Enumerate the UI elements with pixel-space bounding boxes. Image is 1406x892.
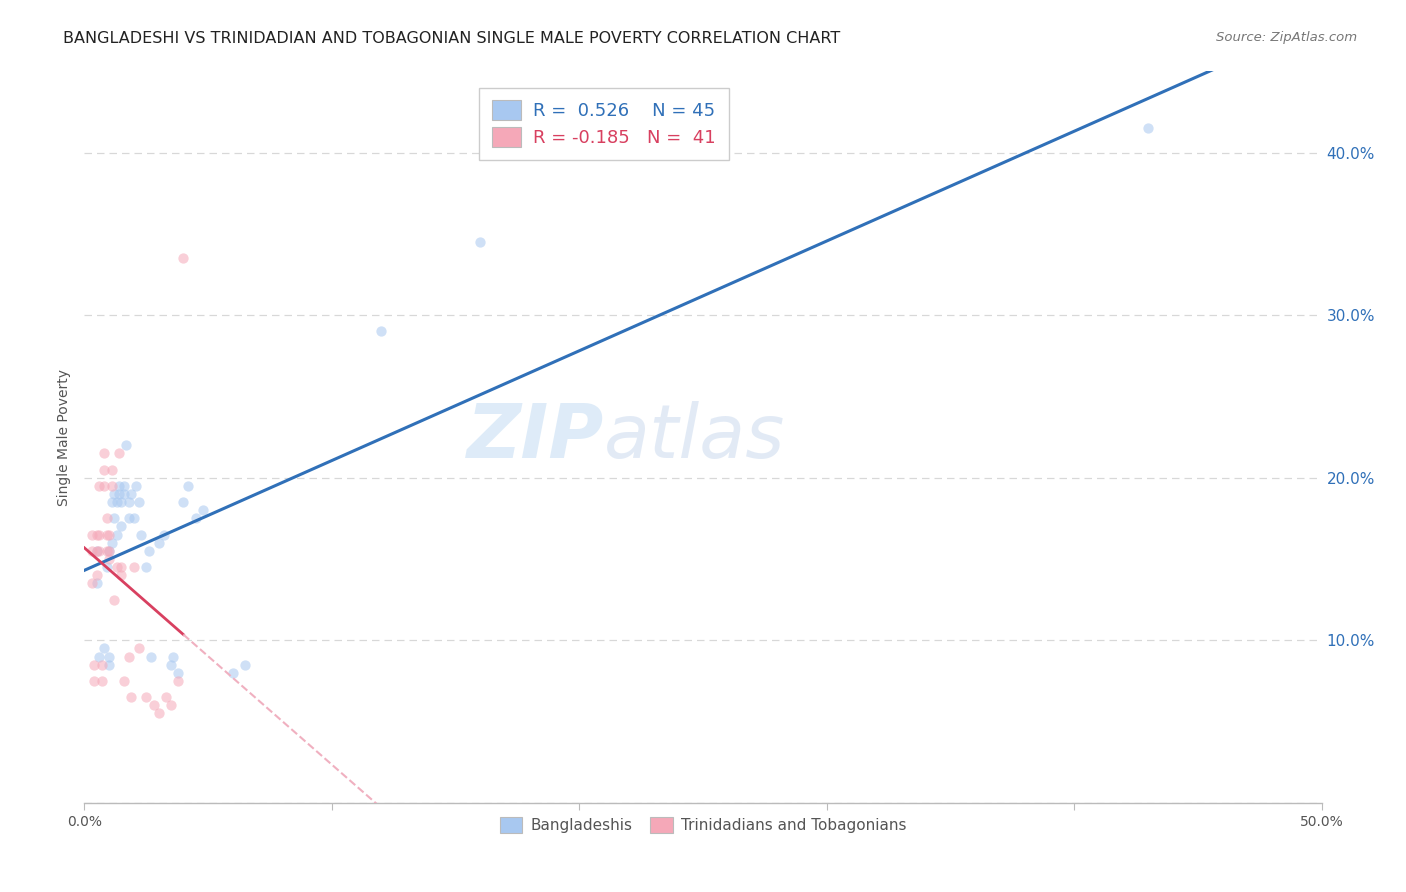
Point	[160, 698, 183, 713]
Point	[160, 657, 183, 672]
Text: atlas: atlas	[605, 401, 786, 473]
Point	[86, 527, 108, 541]
Point	[98, 544, 121, 558]
Point	[93, 462, 115, 476]
Point	[129, 527, 152, 541]
Point	[89, 544, 111, 558]
Point	[90, 657, 112, 672]
Point	[98, 552, 121, 566]
Point	[112, 487, 135, 501]
Point	[118, 495, 141, 509]
Point	[105, 560, 128, 574]
Point	[103, 487, 125, 501]
Point	[93, 446, 115, 460]
Point	[118, 649, 141, 664]
Point	[86, 576, 108, 591]
Point	[89, 527, 111, 541]
Point	[148, 535, 170, 549]
Point	[110, 519, 132, 533]
Text: ZIP: ZIP	[467, 401, 605, 474]
Point	[110, 495, 132, 509]
Point	[470, 235, 492, 249]
Y-axis label: Single Male Poverty: Single Male Poverty	[58, 368, 72, 506]
Point	[177, 479, 200, 493]
Point	[93, 479, 115, 493]
Point	[93, 641, 115, 656]
Point	[128, 641, 150, 656]
Point	[98, 527, 121, 541]
Point	[100, 479, 122, 493]
Point	[135, 560, 157, 574]
Point	[120, 690, 142, 705]
Point	[86, 544, 108, 558]
Point	[86, 568, 108, 582]
Point	[115, 438, 138, 452]
Point	[110, 560, 132, 574]
Point	[122, 511, 145, 525]
Point	[141, 649, 163, 664]
Point	[138, 544, 160, 558]
Point	[155, 690, 177, 705]
Point	[103, 511, 125, 525]
Point	[100, 495, 122, 509]
Point	[96, 527, 118, 541]
Point	[89, 649, 111, 664]
Point	[110, 568, 132, 582]
Point	[105, 527, 128, 541]
Point	[167, 673, 190, 688]
Text: Source: ZipAtlas.com: Source: ZipAtlas.com	[1216, 31, 1357, 45]
Point	[80, 576, 103, 591]
Point	[96, 511, 118, 525]
Point	[86, 544, 108, 558]
Point	[80, 527, 103, 541]
Point	[135, 690, 157, 705]
Text: BANGLADESHI VS TRINIDADIAN AND TOBAGONIAN SINGLE MALE POVERTY CORRELATION CHART: BANGLADESHI VS TRINIDADIAN AND TOBAGONIA…	[63, 31, 841, 46]
Point	[108, 479, 131, 493]
Point	[108, 446, 131, 460]
Legend: Bangladeshis, Trinidadians and Tobagonians: Bangladeshis, Trinidadians and Tobagonia…	[494, 811, 912, 839]
Point	[112, 479, 135, 493]
Point	[96, 544, 118, 558]
Point	[1137, 121, 1160, 136]
Point	[98, 649, 121, 664]
Point	[103, 592, 125, 607]
Point	[100, 462, 122, 476]
Point	[152, 527, 174, 541]
Point	[191, 503, 214, 517]
Point	[122, 560, 145, 574]
Point	[233, 657, 256, 672]
Point	[128, 495, 150, 509]
Point	[98, 657, 121, 672]
Point	[108, 487, 131, 501]
Point	[172, 252, 194, 266]
Point	[172, 495, 194, 509]
Point	[118, 511, 141, 525]
Point	[222, 665, 245, 680]
Point	[148, 706, 170, 721]
Point	[98, 544, 121, 558]
Point	[96, 560, 118, 574]
Point	[142, 698, 165, 713]
Point	[100, 535, 122, 549]
Point	[370, 325, 392, 339]
Point	[162, 649, 184, 664]
Point	[89, 479, 111, 493]
Point	[83, 657, 105, 672]
Point	[184, 511, 207, 525]
Point	[112, 673, 135, 688]
Point	[167, 665, 190, 680]
Point	[105, 495, 128, 509]
Point	[120, 487, 142, 501]
Point	[90, 673, 112, 688]
Point	[80, 544, 103, 558]
Point	[83, 673, 105, 688]
Point	[125, 479, 148, 493]
